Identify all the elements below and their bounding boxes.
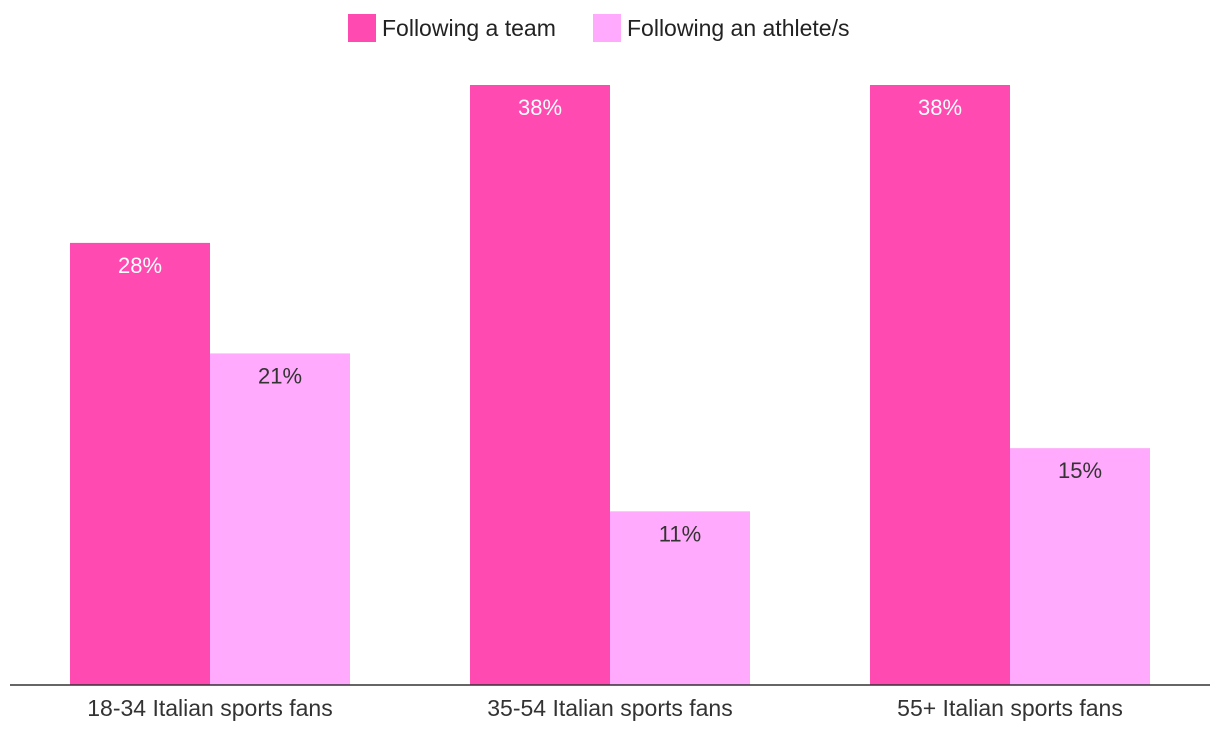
bar-marks — [70, 85, 1150, 686]
data-label-athlete-0: 21% — [258, 363, 302, 388]
bar-team-0 — [70, 242, 210, 686]
bar-athlete-1 — [610, 511, 750, 685]
data-labels: 28% 21% 38% 11% 38% 15% — [118, 95, 1102, 546]
legend-label-following-a-team: Following a team — [382, 15, 556, 41]
bar-athlete-2 — [1010, 448, 1150, 685]
data-label-team-2: 38% — [918, 95, 962, 120]
x-axis-tick-labels: 18-34 Italian sports fans 35-54 Italian s… — [87, 695, 1123, 721]
legend-swatch-following-a-team — [348, 14, 376, 42]
data-label-athlete-2: 15% — [1058, 458, 1102, 483]
x-tick-label-1: 35-54 Italian sports fans — [487, 695, 732, 721]
data-label-athlete-1: 11% — [659, 521, 701, 546]
bar-team-2 — [870, 85, 1010, 685]
chart-legend: Following a team Following an athlete/s — [348, 14, 849, 42]
data-label-team-1: 38% — [518, 95, 562, 120]
x-tick-label-0: 18-34 Italian sports fans — [87, 695, 332, 721]
legend-swatch-following-an-athlete — [593, 14, 621, 42]
data-label-team-0: 28% — [118, 253, 162, 278]
legend-label-following-an-athlete: Following an athlete/s — [627, 15, 849, 41]
bar-team-1 — [470, 85, 610, 685]
bar-athlete-0 — [210, 353, 350, 685]
x-tick-label-2: 55+ Italian sports fans — [897, 695, 1123, 721]
